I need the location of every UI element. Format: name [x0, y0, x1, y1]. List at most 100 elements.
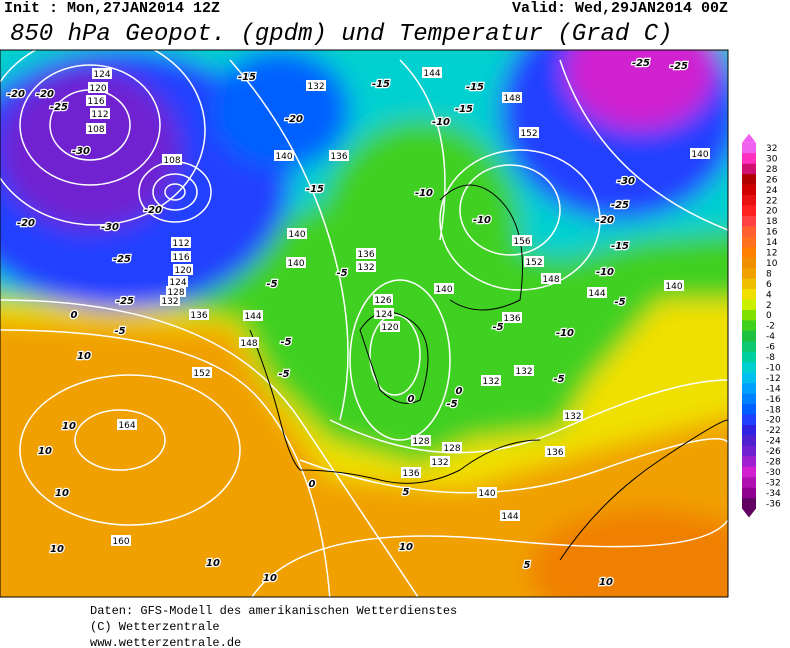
label-box: [519, 127, 539, 138]
colorbar-swatch: [742, 445, 756, 457]
colorbar-label: -20: [766, 416, 781, 426]
init-label: Init : Mon,27JAN2014 12Z: [4, 0, 220, 17]
geopotential-label: 126: [374, 296, 391, 306]
temperature-label: -5: [492, 322, 503, 333]
colorbar-swatch: [742, 299, 756, 311]
geopotential-label: 124: [93, 70, 110, 80]
label-box: [329, 150, 349, 161]
geopotential-label: 124: [169, 278, 186, 288]
temperature-label: -5: [553, 374, 564, 385]
label-box: [243, 310, 263, 321]
label-box: [500, 510, 520, 521]
label-box: [541, 273, 561, 284]
temperature-label: -5: [336, 268, 347, 279]
geopotential-label: 116: [87, 97, 104, 107]
geopotential-label: 136: [357, 250, 374, 260]
temperature-label: -10: [432, 117, 450, 128]
colorbar-label: -4: [766, 332, 775, 342]
colorbar-label: 24: [766, 186, 778, 196]
label-box: [287, 228, 307, 239]
colorbar-label: -34: [766, 489, 781, 499]
colorbar-label: 26: [766, 175, 778, 185]
label-box: [373, 294, 393, 305]
colorbar-label: 30: [766, 154, 778, 164]
temperature-label: -25: [50, 102, 68, 113]
temperature-label: -30: [101, 222, 119, 233]
geopotential-label: 152: [193, 369, 210, 379]
geopotential-label: 108: [87, 125, 104, 135]
temperature-label: -15: [238, 72, 256, 83]
temperature-label: -20: [144, 205, 162, 216]
colorbar-label: -14: [766, 384, 781, 394]
colorbar-label: 12: [766, 249, 777, 259]
temperature-label: -5: [278, 369, 289, 380]
label-box: [92, 68, 112, 79]
temperature-label: -20: [17, 218, 35, 229]
label-box: [189, 309, 209, 320]
label-box: [192, 367, 212, 378]
temperature-label: 5: [524, 560, 531, 571]
geopotential-label: 132: [307, 82, 324, 92]
temperature-label: -15: [306, 184, 324, 195]
temperature-label: -20: [7, 89, 25, 100]
label-box: [168, 276, 188, 287]
label-box: [514, 365, 534, 376]
geopotential-label: 144: [588, 289, 605, 299]
temperature-label: -30: [72, 146, 90, 157]
geopotential-label: 140: [478, 489, 495, 499]
geopotential-label: 112: [91, 110, 108, 120]
temperature-label: -20: [36, 89, 54, 100]
temperature-label: -15: [466, 82, 484, 93]
label-box: [171, 237, 191, 248]
colorbar-label: -26: [766, 447, 781, 457]
geopotential-label: 148: [542, 275, 559, 285]
label-box: [563, 410, 583, 421]
colorbar-swatch: [742, 142, 756, 154]
geopotential-label: 140: [435, 285, 452, 295]
label-box: [160, 295, 180, 306]
temperature-label: 10: [38, 446, 52, 457]
label-box: [524, 256, 544, 267]
colorbar-swatch: [742, 498, 756, 509]
colorbar-label: 8: [766, 269, 772, 279]
geopotential-label: 120: [381, 323, 398, 333]
temperature-label: -5: [446, 399, 457, 410]
geopotential-label: 120: [174, 266, 191, 276]
colorbar-label: -6: [766, 343, 775, 353]
temperature-label: -25: [113, 254, 131, 265]
temperature-label: -25: [670, 61, 688, 72]
label-box: [274, 150, 294, 161]
colorbar-end: [742, 133, 756, 143]
label-box: [166, 286, 186, 297]
geopotential-label: 112: [172, 239, 189, 249]
colorbar-label: -36: [766, 499, 781, 509]
label-box: [690, 148, 710, 159]
geopotential-contours: [0, 50, 728, 597]
colorbar-swatch: [742, 268, 756, 279]
colorbar-swatch: [742, 195, 756, 206]
geopotential-label: 160: [112, 537, 129, 547]
temperature-label: -25: [116, 296, 134, 307]
geopotential-label: 132: [161, 297, 178, 307]
geopotential-label: 164: [118, 421, 135, 431]
geopotential-label: 136: [402, 469, 419, 479]
label-box: [380, 321, 400, 332]
label-box: [171, 251, 191, 262]
colorbar-swatch: [742, 320, 756, 332]
colorbar-swatch: [742, 236, 756, 248]
geopotential-label: 144: [423, 69, 440, 79]
colorbar-label: 32: [766, 144, 777, 154]
geopotential-label: 132: [515, 367, 532, 377]
colorbar-swatch: [742, 393, 756, 405]
geopotential-label: 124: [375, 310, 392, 320]
label-box: [512, 235, 532, 246]
geopotential-label: 144: [501, 512, 518, 522]
temperature-label: 10: [206, 558, 220, 569]
temperature-label: -5: [114, 326, 125, 337]
geopotential-label: 140: [288, 230, 305, 240]
temperature-label: -20: [285, 114, 303, 125]
label-box: [239, 337, 259, 348]
geopotential-label: 156: [513, 237, 530, 247]
colorbar-swatch: [742, 226, 756, 238]
